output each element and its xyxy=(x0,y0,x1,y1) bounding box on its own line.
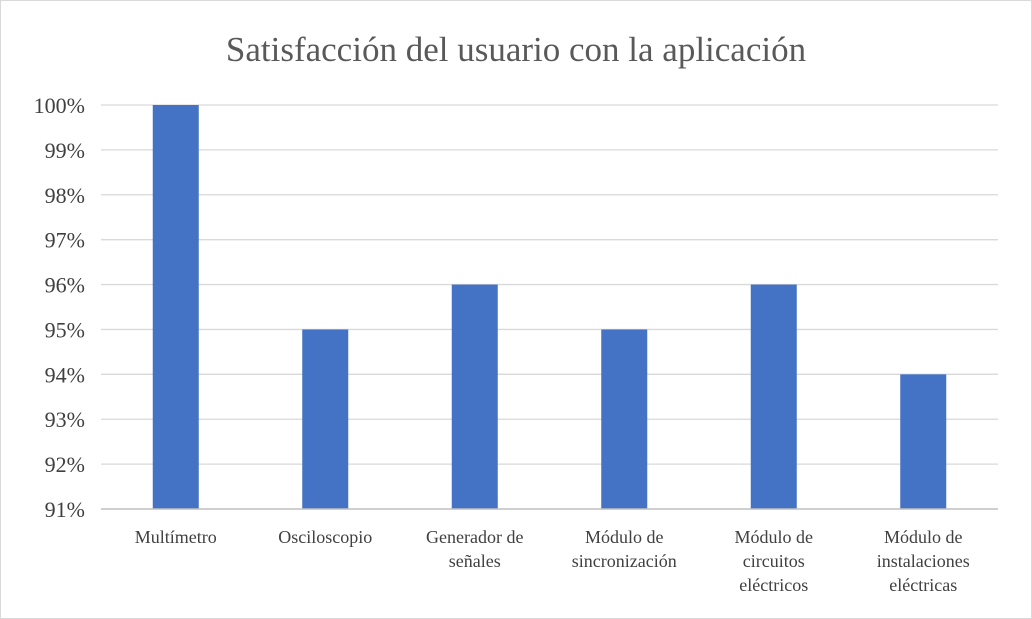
y-tick-label: 92% xyxy=(45,452,85,477)
y-tick-label: 91% xyxy=(45,497,85,522)
x-category-label-line: Generador de xyxy=(426,527,523,547)
x-category-label-line: Módulo de xyxy=(585,527,664,547)
y-tick-label: 97% xyxy=(45,228,85,253)
bar xyxy=(152,105,199,509)
x-category-label-line: señales xyxy=(449,551,501,571)
bar xyxy=(601,329,648,509)
x-category-label-line: Multímetro xyxy=(135,527,217,547)
x-category-label-line: Módulo de xyxy=(735,527,814,547)
y-tick-label: 93% xyxy=(45,407,85,432)
x-category-label-line: circuitos xyxy=(743,551,805,571)
x-category-label-line: Osciloscopio xyxy=(278,527,372,547)
x-category-label-line: Módulo de xyxy=(884,527,963,547)
y-tick-label: 94% xyxy=(45,362,85,387)
x-category-label-line: eléctricas xyxy=(889,575,957,595)
bar xyxy=(750,284,797,509)
x-category-label-line: eléctricos xyxy=(739,575,808,595)
y-tick-label: 99% xyxy=(45,138,85,163)
x-category-label-line: sincronización xyxy=(572,551,677,571)
x-category-label: Módulo de circuitos eléctricos xyxy=(735,527,814,595)
y-tick-label: 100% xyxy=(34,93,85,118)
chart-title: Satisfacción del usuario con la aplicaci… xyxy=(226,30,806,69)
x-category-label: Módulo de sincronización xyxy=(572,527,677,571)
gridlines xyxy=(101,104,998,465)
y-axis-ticks: 91% 92% 93% 94% 95% 96% 97% 98% 99% 100% xyxy=(34,93,85,522)
y-tick-label: 98% xyxy=(45,183,85,208)
bar xyxy=(302,329,349,509)
x-category-label: Generador de señales xyxy=(426,527,523,571)
x-category-label: Multímetro xyxy=(135,527,217,547)
x-category-label: Osciloscopio xyxy=(278,527,372,547)
x-category-label-line: instalaciones xyxy=(877,551,970,571)
bars xyxy=(152,105,947,509)
x-axis-labels: Multímetro Osciloscopio Generador de señale… xyxy=(135,527,970,595)
bar xyxy=(900,374,947,509)
bar xyxy=(451,284,498,509)
y-tick-label: 96% xyxy=(45,273,85,298)
y-tick-label: 95% xyxy=(45,317,85,342)
x-category-label: Módulo de instalaciones eléctricas xyxy=(877,527,970,595)
